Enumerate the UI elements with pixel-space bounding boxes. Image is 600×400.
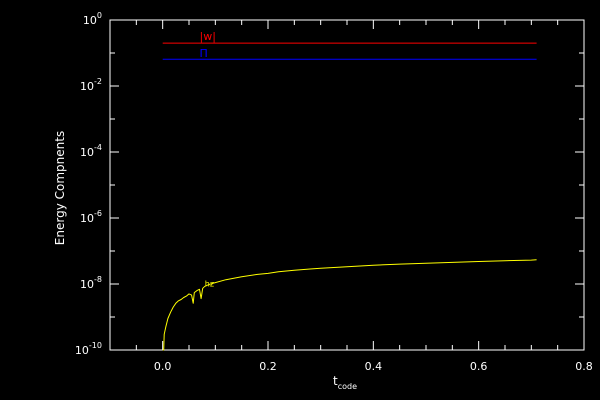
y-tick-label-exponent: -4 [94,143,102,152]
series-layer: |w| Πhz [162,30,537,351]
series-line-hz [162,259,537,351]
x-axis-title: tcode [333,374,357,391]
y-tick-label: 10-6 [80,209,102,225]
y-tick-label: 10-8 [80,275,102,291]
y-axis-title: Energy Compnents [53,131,67,245]
y-tick-label-exponent: -2 [94,77,102,86]
x-axis-ticks: 0.0 0.2 0.4 0.6 0.8 [109,20,593,373]
y-tick-label-base: 10 [80,212,94,225]
y-tick-label-exponent: 0 [97,11,102,20]
y-tick-label-exponent: -8 [94,275,102,284]
series-label-series1: Π [200,47,208,60]
y-tick-label-base: 10 [80,146,94,159]
y-tick-label-base: 10 [83,14,97,27]
y-tick-label-exponent: -6 [94,209,102,218]
y-tick-label-base: 10 [80,80,94,93]
x-tick-label: 0.6 [470,360,488,373]
y-tick-label: 10-10 [75,341,102,357]
y-tick-label: 100 [83,11,102,27]
x-tick-label: 0.4 [365,360,383,373]
y-tick-label: 10-2 [80,77,102,93]
y-tick-label-exponent: -10 [89,341,102,350]
series-label-w: |w| [200,30,216,43]
y-tick-label: 10-4 [80,143,102,159]
x-tick-label: 0.2 [259,360,277,373]
y-tick-label-base: 10 [75,344,89,357]
x-axis-title-subscript: code [338,382,357,391]
x-tick-label: 0.0 [154,360,172,373]
series-label-hz: hz [205,279,214,288]
y-tick-label-base: 10 [80,278,94,291]
x-tick-label: 0.8 [575,360,593,373]
